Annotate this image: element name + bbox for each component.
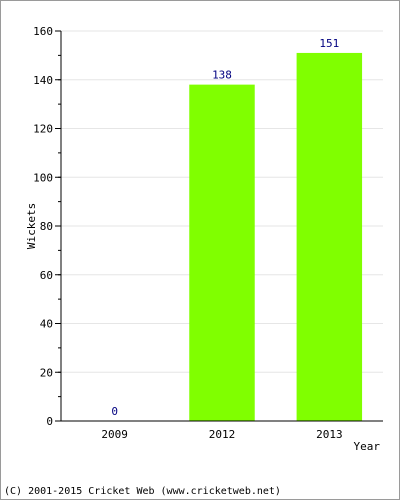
x-tick-label-2009: 2009 [101,428,128,441]
y-tick-label-3: 60 [40,269,53,282]
y-tick-label-6: 120 [33,123,53,136]
y-tick-label-8: 160 [33,25,53,38]
x-tick-label-2012: 2012 [209,428,236,441]
data-label-2009: 0 [111,405,118,418]
y-tick-label-5: 100 [33,171,53,184]
x-axis-title: Year [354,440,381,453]
bar-2013 [296,52,363,421]
y-tick-label-2: 40 [40,318,53,331]
y-tick-label-7: 140 [33,74,53,87]
y-tick-label-1: 20 [40,366,53,379]
data-label-2013: 151 [319,37,339,50]
y-tick-label-0: 0 [46,415,53,428]
bar-2012 [189,84,255,421]
data-label-2012: 138 [212,69,232,82]
y-tick-label-4: 80 [40,220,53,233]
x-tick-label-2013: 2013 [316,428,343,441]
copyright-text: (C) 2001-2015 Cricket Web (www.cricketwe… [4,486,281,497]
y-axis-title: Wickets [25,203,38,249]
